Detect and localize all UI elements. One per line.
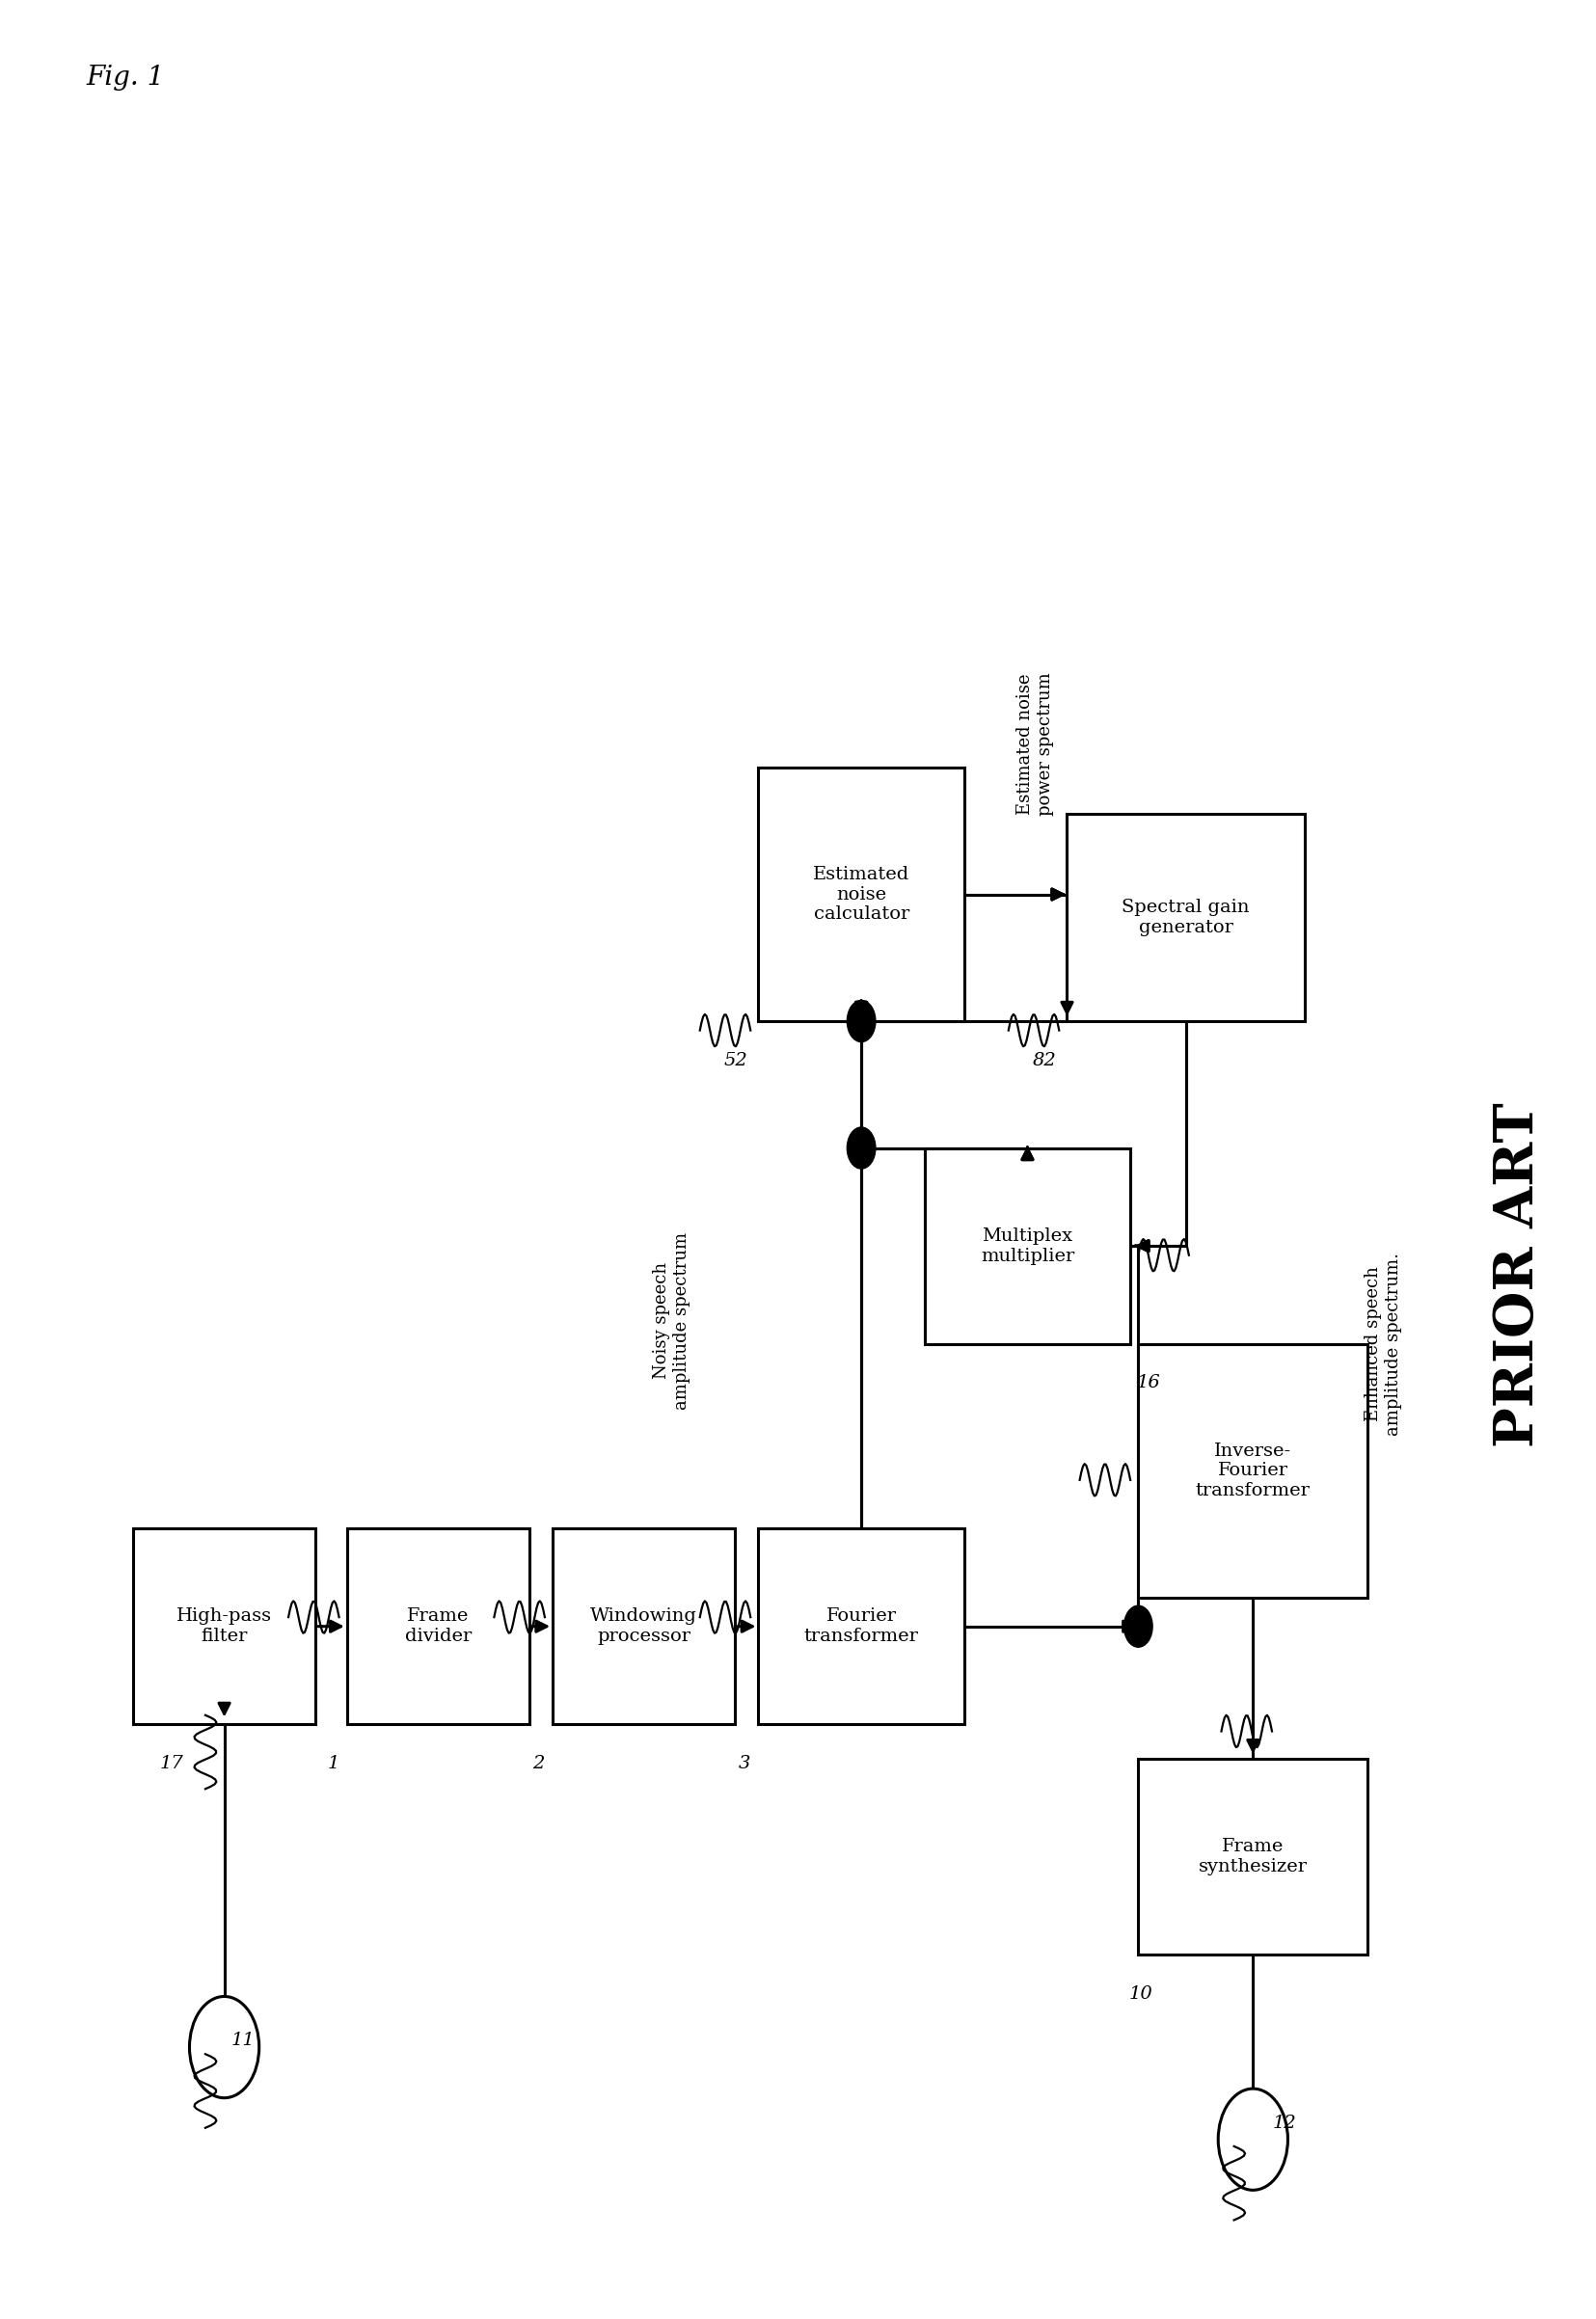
Text: 82: 82 — [1033, 1053, 1057, 1069]
Text: 2: 2 — [533, 1755, 544, 1772]
Text: High-pass
filter: High-pass filter — [177, 1607, 271, 1644]
Text: 52: 52 — [723, 1053, 747, 1069]
Circle shape — [849, 1002, 875, 1039]
FancyBboxPatch shape — [552, 1528, 734, 1725]
FancyBboxPatch shape — [346, 1528, 528, 1725]
Text: 11: 11 — [231, 2031, 255, 2050]
Circle shape — [1218, 2089, 1288, 2189]
Text: 3: 3 — [739, 1755, 750, 1772]
FancyBboxPatch shape — [924, 1148, 1130, 1345]
Circle shape — [190, 1997, 259, 2099]
FancyBboxPatch shape — [134, 1528, 316, 1725]
Text: Frame
divider: Frame divider — [404, 1607, 471, 1644]
Text: Windowing
processor: Windowing processor — [591, 1607, 697, 1644]
Text: PRIOR ART: PRIOR ART — [1492, 1102, 1545, 1447]
Text: Inverse-
Fourier
transformer: Inverse- Fourier transformer — [1195, 1442, 1310, 1500]
Circle shape — [849, 1129, 875, 1166]
FancyBboxPatch shape — [758, 1528, 964, 1725]
Text: 12: 12 — [1272, 2115, 1296, 2131]
Text: Multiplex
multiplier: Multiplex multiplier — [980, 1227, 1074, 1264]
FancyBboxPatch shape — [1068, 814, 1304, 1020]
Circle shape — [1124, 1605, 1152, 1646]
Text: 17: 17 — [160, 1755, 184, 1772]
Text: Estimated
noise
calculator: Estimated noise calculator — [812, 865, 910, 923]
Text: Frame
synthesizer: Frame synthesizer — [1199, 1839, 1307, 1876]
Circle shape — [847, 1127, 876, 1169]
Text: Estimated noise
power spectrum: Estimated noise power spectrum — [1017, 673, 1053, 816]
Text: Fourier
transformer: Fourier transformer — [804, 1607, 919, 1644]
Text: 1: 1 — [327, 1755, 338, 1772]
Text: Spectral gain
generator: Spectral gain generator — [1122, 900, 1250, 937]
Text: 10: 10 — [1128, 1985, 1152, 2004]
FancyBboxPatch shape — [758, 768, 964, 1020]
Circle shape — [847, 999, 876, 1041]
FancyBboxPatch shape — [1138, 1758, 1368, 1955]
Text: 9: 9 — [1128, 1628, 1141, 1646]
Text: 16: 16 — [1136, 1375, 1160, 1391]
FancyBboxPatch shape — [1138, 1345, 1368, 1598]
Text: Fig. 1: Fig. 1 — [86, 65, 164, 90]
Text: Enhanced speech
amplitude spectrum.: Enhanced speech amplitude spectrum. — [1365, 1252, 1403, 1435]
Text: Noisy speech
amplitude spectrum: Noisy speech amplitude spectrum — [653, 1231, 689, 1410]
